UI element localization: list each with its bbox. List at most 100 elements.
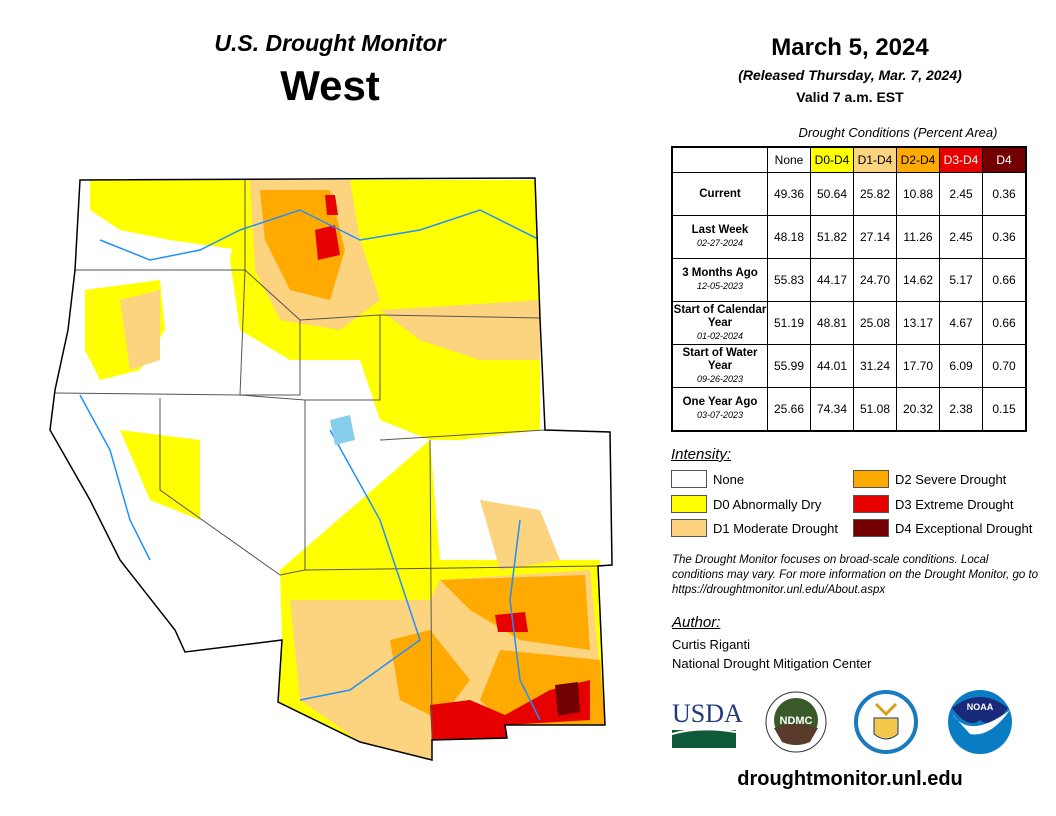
table-cell: 48.81 bbox=[810, 301, 854, 345]
row-label-text: One Year Ago bbox=[682, 396, 758, 408]
legend-item: D1 Moderate Drought bbox=[671, 519, 838, 537]
ndmc-logo-text: NDMC bbox=[780, 715, 813, 727]
drought-conditions-table: None D0-D4 D1-D4 D2-D4 D3-D4 D4 Current 4… bbox=[671, 146, 1027, 432]
drought-map bbox=[49, 177, 613, 761]
table-cell: 74.34 bbox=[810, 387, 854, 432]
table-cell: 2.38 bbox=[939, 387, 983, 432]
table-cell: 4.67 bbox=[939, 301, 983, 345]
table-row: One Year Ago 03-07-2023 25.66 74.34 51.08 20.… bbox=[671, 387, 1027, 432]
legend-item: None bbox=[671, 470, 744, 488]
row-label: 3 Months Ago 12-05-2023 bbox=[671, 258, 768, 302]
region-outline bbox=[49, 177, 613, 761]
table-cell: 10.88 bbox=[896, 172, 940, 216]
table-cell: 55.99 bbox=[767, 344, 811, 388]
map-date: March 5, 2024 bbox=[771, 34, 929, 61]
table-cell: 17.70 bbox=[896, 344, 940, 388]
website-url[interactable]: droughtmonitor.unl.edu bbox=[737, 768, 963, 790]
legend-swatch bbox=[853, 519, 889, 537]
table-cell: 44.17 bbox=[810, 258, 854, 302]
usda-logo: USDA bbox=[671, 699, 743, 748]
row-date: 01-02-2024 bbox=[696, 330, 744, 341]
legend-swatch bbox=[671, 495, 707, 513]
table-row: 3 Months Ago 12-05-2023 55.83 44.17 24.70 14.… bbox=[671, 258, 1027, 302]
table-cell: 48.18 bbox=[767, 215, 811, 259]
col-d4: D4 bbox=[982, 146, 1027, 173]
row-date: 09-26-2023 bbox=[696, 373, 744, 384]
row-label: Start of Water Year 09-26-2023 bbox=[671, 344, 768, 388]
table-cell: 25.82 bbox=[853, 172, 897, 216]
table-cell: 20.32 bbox=[896, 387, 940, 432]
row-label: One Year Ago 03-07-2023 bbox=[671, 387, 768, 432]
table-cell: 49.36 bbox=[767, 172, 811, 216]
legend-label: D2 Severe Drought bbox=[895, 471, 1007, 487]
legend-swatch bbox=[853, 495, 889, 513]
table-cell: 6.09 bbox=[939, 344, 983, 388]
row-label: Start of Calendar Year 01-02-2024 bbox=[671, 301, 768, 345]
col-d0: D0-D4 bbox=[810, 146, 854, 173]
legend-item: D3 Extreme Drought bbox=[853, 495, 1014, 513]
row-label-text: Last Week bbox=[691, 224, 749, 236]
noaa-logo: NOAA bbox=[948, 690, 1012, 754]
table-cell: 0.15 bbox=[982, 387, 1027, 432]
table-cell: 25.66 bbox=[767, 387, 811, 432]
legend-swatch bbox=[853, 470, 889, 488]
noaa-logo-text: NOAA bbox=[967, 702, 994, 712]
table-caption: Drought Conditions (Percent Area) bbox=[798, 125, 998, 140]
rivers bbox=[79, 209, 541, 721]
map-title: U.S. Drought Monitor bbox=[214, 30, 446, 56]
table-cell: 0.36 bbox=[982, 172, 1027, 216]
legend-item: D0 Abnormally Dry bbox=[671, 495, 821, 513]
disclaimer-note: The Drought Monitor focuses on broad-sca… bbox=[672, 554, 1039, 596]
legend-item: D2 Severe Drought bbox=[853, 470, 1006, 488]
legend-title: Intensity: bbox=[671, 446, 732, 463]
legend-label: D0 Abnormally Dry bbox=[713, 496, 822, 512]
row-label: Current bbox=[671, 172, 768, 216]
author-org: National Drought Mitigation Center bbox=[672, 656, 872, 671]
table-row: Start of Water Year 09-26-2023 55.99 44.01 3… bbox=[671, 344, 1027, 388]
col-none: None bbox=[767, 146, 811, 173]
state-borders bbox=[54, 180, 599, 741]
table-cell: 14.62 bbox=[896, 258, 940, 302]
author-label: Author: bbox=[672, 614, 721, 631]
row-label-text: 3 Months Ago bbox=[682, 267, 758, 279]
d4-area bbox=[555, 682, 580, 716]
table-cell: 24.70 bbox=[853, 258, 897, 302]
table-row: Start of Calendar Year 01-02-2024 51.19 48.… bbox=[671, 301, 1027, 345]
release-date: (Released Thursday, Mar. 7, 2024) bbox=[738, 67, 962, 83]
table-cell: 2.45 bbox=[939, 215, 983, 259]
table-cell: 51.19 bbox=[767, 301, 811, 345]
table-cell: 27.14 bbox=[853, 215, 897, 259]
table-cell: 0.66 bbox=[982, 301, 1027, 345]
col-d2: D2-D4 bbox=[896, 146, 940, 173]
valid-time: Valid 7 a.m. EST bbox=[796, 89, 904, 105]
d3-areas bbox=[315, 195, 590, 745]
legend-swatch bbox=[671, 519, 707, 537]
table-cell: 2.45 bbox=[939, 172, 983, 216]
table-cell: 11.26 bbox=[896, 215, 940, 259]
table-cell: 51.08 bbox=[853, 387, 897, 432]
legend-label: D1 Moderate Drought bbox=[713, 520, 839, 536]
legend-label: D4 Exceptional Drought bbox=[895, 520, 1033, 536]
table-cell: 0.36 bbox=[982, 215, 1027, 259]
author-name: Curtis Riganti bbox=[672, 637, 751, 652]
table-cell: 51.82 bbox=[810, 215, 854, 259]
usda-logo-text: USDA bbox=[672, 699, 743, 728]
row-label-text: Current bbox=[699, 187, 741, 200]
table-row: Last Week 02-27-2024 48.18 51.82 27.14 11.26 2… bbox=[671, 215, 1027, 259]
logos: USDA NDMC NOAA bbox=[671, 690, 1012, 754]
legend-label: D3 Extreme Drought bbox=[895, 496, 1014, 512]
col-d1: D1-D4 bbox=[853, 146, 897, 173]
table-cell: 0.70 bbox=[982, 344, 1027, 388]
commerce-seal bbox=[854, 690, 918, 754]
table-cell: 55.83 bbox=[767, 258, 811, 302]
table-row: Current 49.36 50.64 25.82 10.88 2.45 0.36 bbox=[671, 172, 1027, 216]
ndmc-logo: NDMC bbox=[765, 691, 827, 753]
great-salt-lake bbox=[330, 415, 355, 445]
table-cell: 5.17 bbox=[939, 258, 983, 302]
table-header-row: None D0-D4 D1-D4 D2-D4 D3-D4 D4 bbox=[672, 146, 1027, 173]
table-cell: 0.66 bbox=[982, 258, 1027, 302]
row-date: 03-07-2023 bbox=[696, 410, 744, 420]
row-date: 02-27-2024 bbox=[696, 238, 744, 248]
legend-swatch bbox=[671, 470, 707, 488]
